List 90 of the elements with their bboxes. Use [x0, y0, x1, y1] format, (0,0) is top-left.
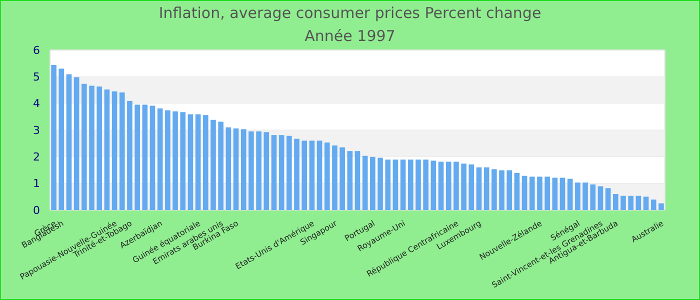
bar — [552, 178, 558, 210]
bar — [529, 176, 535, 210]
bar — [612, 194, 618, 210]
bar — [66, 74, 72, 210]
bar — [240, 129, 246, 210]
bar — [324, 142, 330, 210]
bar — [180, 112, 186, 210]
bar — [74, 77, 80, 210]
bar — [476, 167, 482, 210]
bar — [157, 108, 163, 210]
bar — [278, 135, 284, 210]
bar — [286, 136, 292, 210]
y-tick-label: 5 — [33, 70, 40, 84]
bar — [226, 127, 232, 210]
bar — [127, 100, 132, 210]
chart-subtitle: Année 1997 — [304, 27, 396, 45]
bar — [202, 115, 208, 210]
bar — [598, 186, 604, 210]
y-tick-label: 2 — [33, 150, 40, 164]
bar — [134, 104, 140, 210]
bar — [560, 178, 566, 210]
y-tick-label: 1 — [33, 177, 40, 190]
bar — [392, 160, 398, 210]
bar — [499, 170, 504, 210]
bar — [430, 160, 436, 210]
bar — [643, 196, 649, 210]
bar — [385, 160, 391, 210]
chart-title: Inflation, average consumer prices Percent change — [158, 4, 542, 22]
bar — [142, 104, 148, 210]
bar — [309, 140, 315, 210]
bar — [575, 182, 580, 210]
bar — [82, 84, 87, 210]
bar — [620, 196, 626, 210]
bar — [537, 176, 542, 210]
bar — [188, 114, 194, 210]
bar — [248, 131, 254, 210]
bar — [416, 160, 421, 210]
bar — [165, 110, 170, 210]
bar — [210, 120, 216, 210]
bar — [96, 86, 102, 210]
bar — [492, 169, 497, 210]
bar — [347, 151, 353, 210]
bar — [195, 114, 201, 210]
bar — [378, 158, 383, 210]
bar — [256, 131, 262, 210]
bar — [302, 140, 308, 210]
bar — [172, 111, 178, 210]
bar — [438, 162, 444, 210]
bar — [271, 135, 277, 210]
bar — [332, 145, 338, 210]
bar — [112, 91, 118, 210]
y-tick-label: 3 — [33, 124, 40, 137]
bar — [104, 89, 110, 210]
bar — [522, 176, 528, 210]
y-tick-label: 0 — [33, 204, 40, 217]
bar — [400, 160, 406, 210]
bar — [354, 151, 360, 210]
bar — [446, 162, 452, 210]
bar — [567, 178, 573, 210]
bar — [294, 138, 300, 210]
bar — [650, 200, 656, 210]
bar — [316, 140, 322, 210]
y-tick-label: 6 — [33, 44, 40, 57]
bar — [514, 172, 520, 210]
bar — [218, 122, 224, 210]
bar — [628, 196, 634, 210]
bar — [423, 160, 428, 210]
bar — [461, 164, 466, 210]
bar — [58, 68, 64, 210]
bar — [454, 162, 459, 210]
bar — [484, 167, 490, 210]
bar — [408, 160, 414, 210]
bar — [468, 164, 474, 210]
bar — [362, 156, 368, 210]
y-tick-label: 4 — [33, 97, 40, 110]
bar — [89, 86, 94, 210]
bar — [544, 176, 550, 210]
bar — [340, 147, 345, 210]
bar — [370, 156, 376, 210]
bar — [636, 196, 642, 210]
bar — [590, 184, 596, 210]
bar — [264, 132, 270, 210]
bar — [119, 92, 125, 210]
bar — [150, 106, 156, 210]
bar — [582, 182, 588, 210]
bar — [658, 203, 664, 210]
bar — [51, 64, 56, 210]
bar — [233, 128, 239, 210]
bar — [605, 188, 611, 210]
bar — [506, 170, 512, 210]
